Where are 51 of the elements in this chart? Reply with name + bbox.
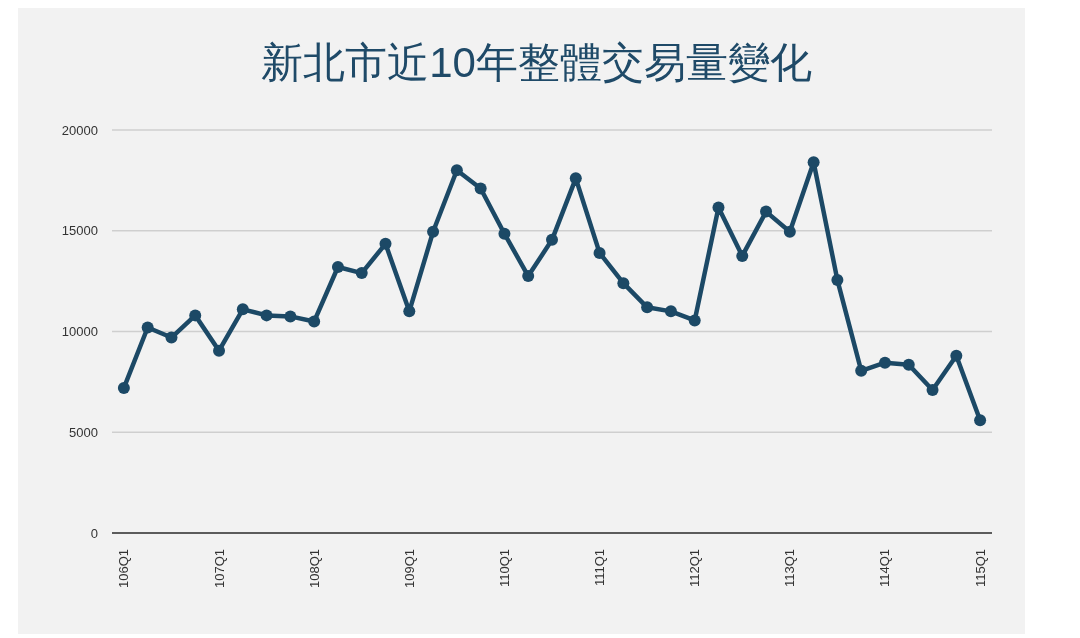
x-tick-label: 113Q1 — [782, 549, 798, 588]
point — [213, 344, 226, 357]
point — [260, 309, 273, 322]
y-tick-label: 15000 — [61, 223, 98, 239]
point — [783, 225, 796, 238]
point — [189, 309, 202, 322]
x-tick-label: 115Q1 — [972, 549, 988, 588]
point — [474, 182, 487, 195]
point — [878, 356, 891, 369]
point — [546, 233, 558, 246]
x-tick-label: 114Q1 — [877, 549, 893, 588]
point — [926, 383, 939, 396]
point — [688, 314, 701, 327]
x-tick-label: 110Q1 — [496, 549, 512, 588]
point — [593, 246, 606, 259]
point — [902, 358, 915, 371]
point — [974, 414, 987, 427]
y-tick-label: 0 — [90, 525, 98, 541]
x-tick-label: 107Q1 — [211, 549, 227, 589]
point — [308, 315, 321, 328]
x-tick-label: 106Q1 — [116, 549, 132, 589]
x-tick-label: 111Q1 — [592, 549, 608, 587]
point — [141, 321, 154, 334]
point — [236, 303, 249, 316]
x-tick-label: 112Q1 — [687, 549, 703, 588]
point — [165, 331, 178, 344]
point — [403, 305, 416, 318]
point — [427, 225, 440, 238]
point — [760, 205, 773, 218]
point — [284, 310, 297, 323]
point — [617, 277, 630, 290]
point — [664, 305, 677, 318]
y-tick-label: 5000 — [69, 424, 98, 440]
point — [379, 237, 392, 250]
point — [855, 364, 868, 377]
y-tick-label: 20000 — [61, 122, 98, 138]
point — [355, 267, 368, 280]
point — [736, 249, 749, 262]
point — [950, 349, 963, 362]
point — [712, 201, 725, 214]
point — [450, 164, 463, 177]
point — [498, 227, 511, 240]
point — [331, 261, 344, 274]
chart-title: 新北市近10年整體交易量變化 — [260, 38, 813, 88]
point — [522, 270, 535, 283]
x-tick-label: 108Q1 — [306, 549, 322, 589]
point — [641, 301, 654, 314]
x-tick-label: 109Q1 — [401, 549, 417, 589]
point — [117, 381, 130, 394]
y-tick-label: 10000 — [61, 324, 98, 340]
point — [831, 274, 844, 287]
